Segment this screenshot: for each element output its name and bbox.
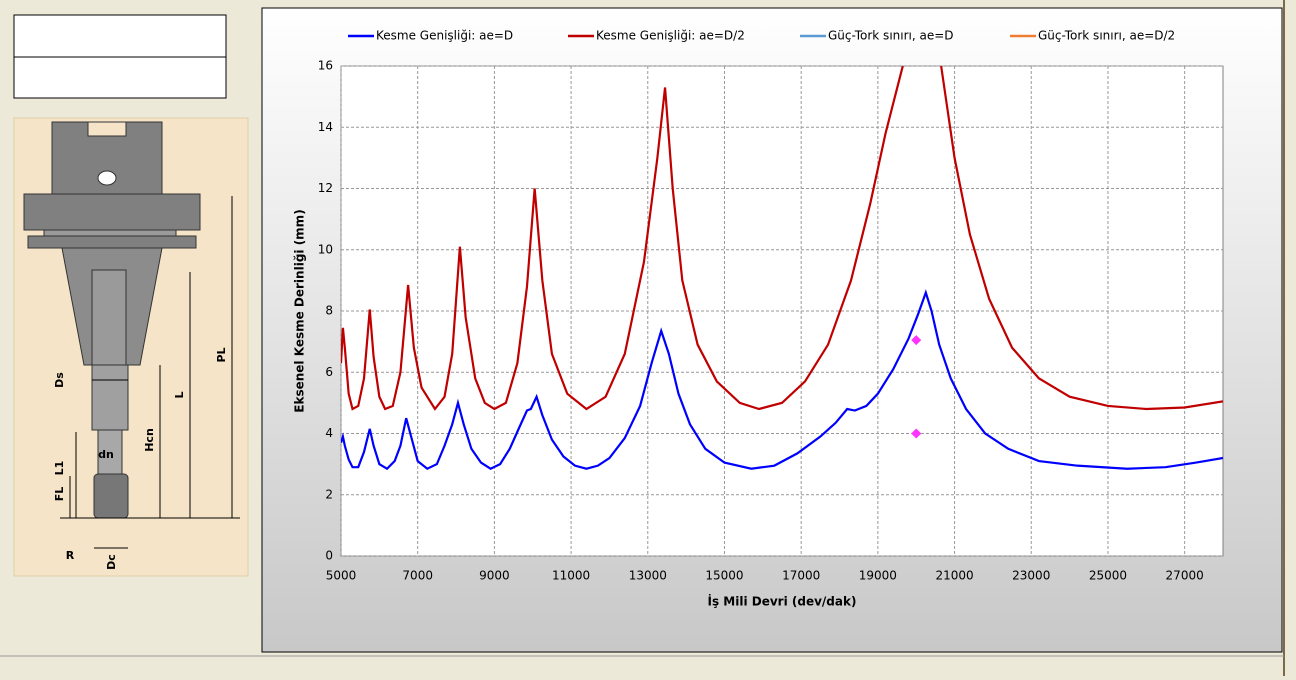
y-tick-label: 10 xyxy=(318,242,333,256)
legend-label: Kesme Genişliği: ae=D xyxy=(376,29,513,43)
diagram-label: R xyxy=(66,549,75,562)
y-tick-label: 8 xyxy=(325,304,333,318)
y-tick-label: 0 xyxy=(325,549,333,563)
input-box[interactable] xyxy=(14,57,226,98)
legend-label: Kesme Genişliği: ae=D/2 xyxy=(596,29,745,43)
legend-label: Güç-Tork sınırı, ae=D xyxy=(828,29,954,43)
diagram-label: L xyxy=(173,391,186,398)
y-tick-label: 6 xyxy=(325,365,333,379)
x-tick-label: 9000 xyxy=(479,569,510,583)
x-tick-label: 27000 xyxy=(1166,569,1204,583)
window: Eksenel Kesme Derinliği (mm) İş Mili Dev… xyxy=(0,0,1296,676)
input-box[interactable] xyxy=(14,15,226,57)
x-tick-label: 15000 xyxy=(705,569,743,583)
x-tick-label: 25000 xyxy=(1089,569,1127,583)
tool-diagram xyxy=(14,118,248,576)
diagram-label: L1 xyxy=(53,461,66,476)
x-tick-label: 21000 xyxy=(935,569,973,583)
x-tick-label: 13000 xyxy=(629,569,667,583)
diagram-label: Dc xyxy=(105,554,118,570)
y-tick-label: 12 xyxy=(318,181,333,195)
page: Eksenel Kesme Derinliği (mm) İş Mili Dev… xyxy=(0,0,1296,680)
legend-label: Güç-Tork sınırı, ae=D/2 xyxy=(1038,29,1175,43)
x-tick-label: 23000 xyxy=(1012,569,1050,583)
diagram-label: FL xyxy=(53,487,66,502)
y-tick-label: 2 xyxy=(325,487,333,501)
x-tick-label: 11000 xyxy=(552,569,590,583)
y-axis-label: Eksenel Kesme Derinliği (mm) xyxy=(293,209,307,412)
diagram-label: PL xyxy=(215,347,228,362)
y-tick-label: 14 xyxy=(318,120,333,134)
diagram-label: Ds xyxy=(53,372,66,388)
diagram-label: dn xyxy=(98,448,114,461)
x-tick-label: 7000 xyxy=(402,569,433,583)
diagram-label: Hcn xyxy=(143,428,156,452)
y-tick-label: 4 xyxy=(325,426,333,440)
x-axis-label: İş Mili Devri (dev/dak) xyxy=(708,594,857,609)
x-tick-label: 5000 xyxy=(326,569,357,583)
x-tick-label: 19000 xyxy=(859,569,897,583)
y-tick-label: 16 xyxy=(318,59,333,73)
x-tick-label: 17000 xyxy=(782,569,820,583)
